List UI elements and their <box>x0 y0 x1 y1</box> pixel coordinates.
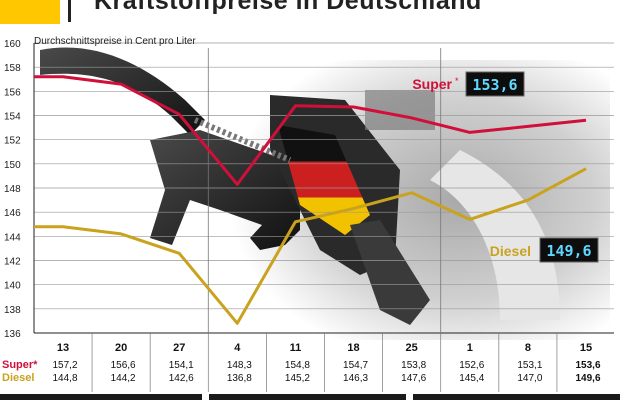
y-tick-label: 156 <box>4 87 21 98</box>
y-tick-label: 152 <box>4 136 21 147</box>
x-tick-label: 20 <box>115 342 127 354</box>
y-tick-label: 136 <box>4 329 21 340</box>
value-cell: 145,2 <box>285 373 310 384</box>
y-tick-label: 154 <box>4 112 21 123</box>
diesel-price-display <box>539 237 599 263</box>
x-tick-label: 27 <box>173 342 185 354</box>
x-tick-label: 25 <box>406 342 418 354</box>
value-cell: 144,8 <box>52 373 77 384</box>
value-table: Super* 157,2 156,6 154,1 148,3 154,8 154,7 153,… <box>2 359 601 384</box>
x-tick-label: 4 <box>234 342 241 354</box>
super-legend-asterisk: * <box>455 76 459 86</box>
y-tick-label: 140 <box>4 281 21 292</box>
x-axis-labels: 13 20 27 4 11 18 25 1 8 15 <box>57 342 592 354</box>
diesel-price-readout: 149,6 <box>546 242 591 260</box>
series-line-diesel <box>34 167 587 325</box>
y-axis-ticks: 136 138 140 142 144 146 148 150 152 154 156 158 160 <box>4 39 21 340</box>
value-cell: 154,1 <box>169 360 194 371</box>
x-tick-label: 11 <box>290 342 302 354</box>
x-tick-label: 8 <box>525 342 531 354</box>
y-tick-label: 158 <box>4 63 21 74</box>
value-cell: 153,8 <box>401 360 426 371</box>
value-cell: 147,6 <box>401 373 426 384</box>
value-cell: 147,0 <box>517 373 542 384</box>
y-tick-label: 144 <box>4 232 21 243</box>
value-cell: 148,3 <box>227 360 252 371</box>
value-cell: 145,4 <box>459 373 484 384</box>
series-lines <box>34 75 587 325</box>
x-tick-label: 13 <box>57 342 69 354</box>
week-dividers <box>91 48 558 392</box>
value-cell: 152,6 <box>459 360 484 371</box>
month-bars <box>0 394 620 400</box>
value-cell: 157,2 <box>52 360 77 371</box>
diesel-legend: Diesel 149,6 <box>490 237 599 263</box>
value-cell: 156,6 <box>111 360 136 371</box>
title-divider <box>68 0 71 22</box>
x-tick-label: 1 <box>467 342 473 354</box>
super-legend: Super * 153,6 <box>412 71 525 97</box>
value-cell: 154,7 <box>343 360 368 371</box>
y-tick-label: 142 <box>4 257 21 268</box>
y-tick-label: 146 <box>4 208 21 219</box>
value-cell: 146,3 <box>343 373 368 384</box>
value-cell: 144,2 <box>111 373 136 384</box>
value-cell: 153,6 <box>575 360 600 371</box>
value-cell: 142,6 <box>169 373 194 384</box>
super-legend-label: Super <box>412 76 452 92</box>
value-cell: 149,6 <box>575 373 600 384</box>
x-tick-label: 15 <box>580 342 592 354</box>
x-tick-label: 18 <box>347 342 359 354</box>
y-tick-label: 138 <box>4 305 21 316</box>
y-tick-label: 148 <box>4 184 21 195</box>
value-cell: 136,8 <box>227 373 252 384</box>
y-tick-label: 150 <box>4 160 21 171</box>
header-band: Kraftstoffpreise in Deutschland <box>0 0 620 24</box>
series-line-super <box>34 75 587 186</box>
value-cell: 154,8 <box>285 360 310 371</box>
y-tick-label: 160 <box>4 39 21 50</box>
diesel-legend-label: Diesel <box>490 243 531 259</box>
logo-block <box>0 0 60 24</box>
table-row-label: Diesel <box>2 372 34 384</box>
super-price-readout: 153,6 <box>472 76 517 94</box>
page-title: Kraftstoffpreise in Deutschland <box>94 0 482 15</box>
table-row-label: Super* <box>2 359 38 371</box>
super-price-display <box>465 71 525 97</box>
value-cell: 153,1 <box>517 360 542 371</box>
chart-subtitle: Durchschnittspreise in Cent pro Liter <box>34 36 196 47</box>
